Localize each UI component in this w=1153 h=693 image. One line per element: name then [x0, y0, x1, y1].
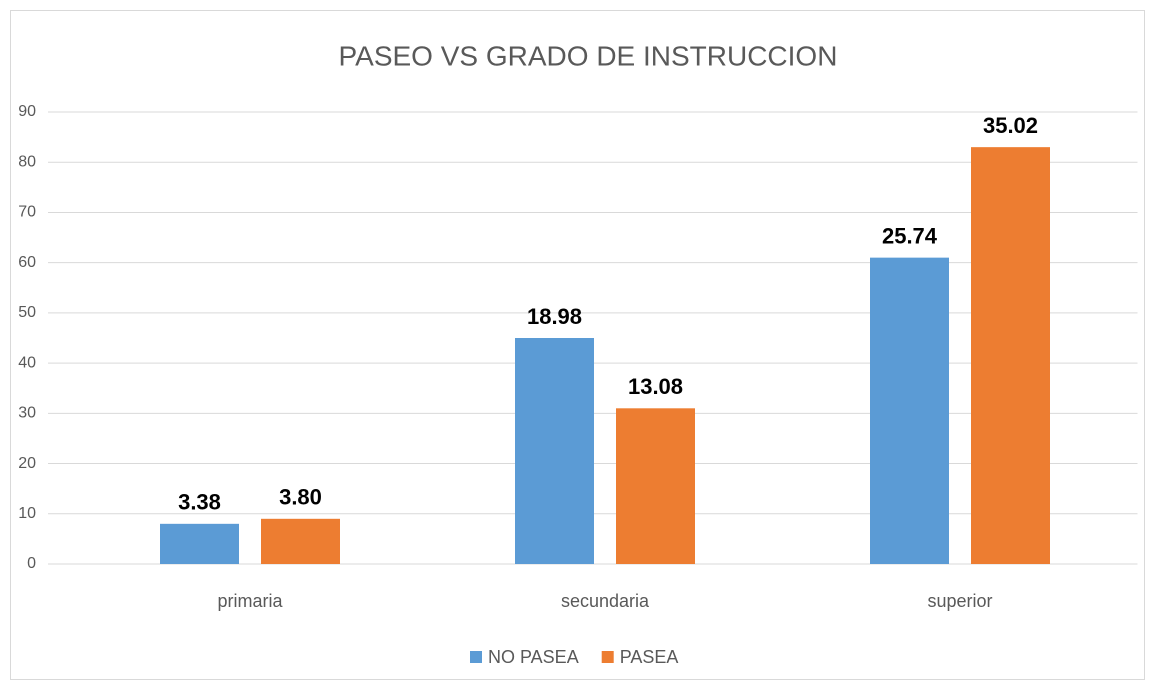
y-tick-label: 30	[18, 405, 36, 422]
data-label: 18.98	[527, 304, 582, 329]
y-tick-label: 60	[18, 254, 36, 271]
data-label: 3.38	[178, 490, 221, 515]
bar	[971, 147, 1050, 564]
y-tick-label: 0	[27, 555, 36, 572]
x-tick-label: secundaria	[561, 591, 650, 611]
legend-label: PASEA	[620, 647, 679, 667]
y-tick-label: 40	[18, 354, 36, 371]
y-tick-label: 50	[18, 304, 36, 321]
data-label: 13.08	[628, 374, 683, 399]
legend-swatch	[601, 651, 614, 663]
legend-swatch	[470, 651, 482, 663]
chart-title: PASEO VS GRADO DE INSTRUCCION	[339, 40, 838, 71]
x-tick-label: superior	[927, 591, 992, 611]
x-tick-label: primaria	[217, 591, 283, 611]
y-tick-label: 70	[18, 204, 36, 221]
y-tick-label: 10	[18, 505, 36, 522]
bar	[160, 523, 239, 564]
legend-label: NO PASEA	[488, 647, 579, 667]
bar	[515, 338, 594, 564]
bar	[616, 408, 695, 564]
y-tick-label: 20	[18, 455, 36, 472]
data-label: 25.74	[882, 223, 938, 248]
data-label: 3.80	[279, 485, 322, 510]
bar	[261, 518, 340, 564]
bar	[870, 257, 949, 564]
y-tick-label: 90	[18, 103, 36, 120]
data-label: 35.02	[983, 113, 1038, 138]
y-tick-label: 80	[18, 153, 36, 170]
